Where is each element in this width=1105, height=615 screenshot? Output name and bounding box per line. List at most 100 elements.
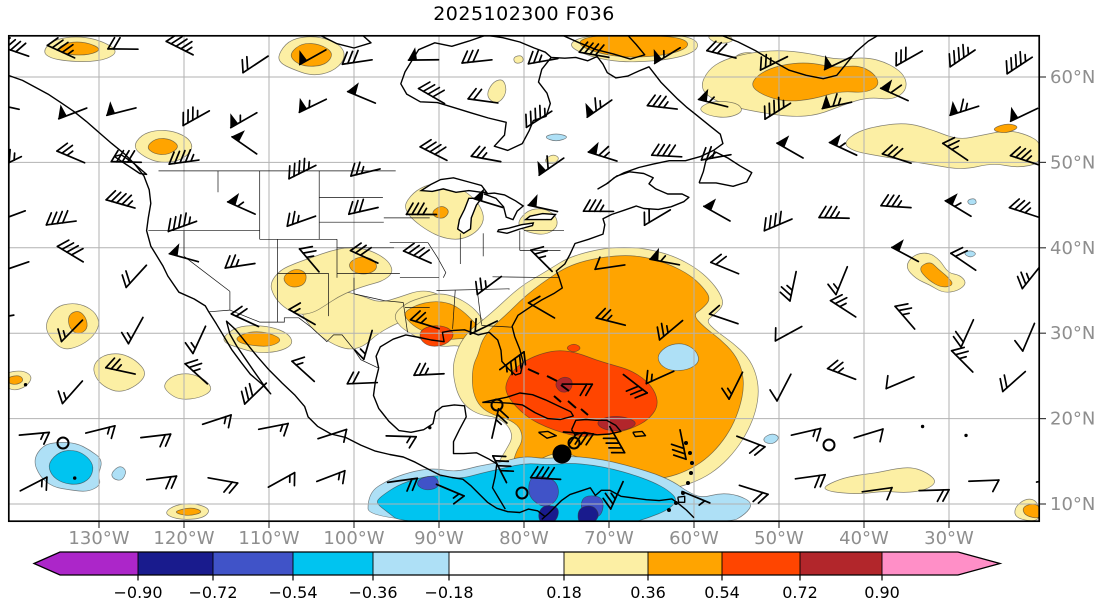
map-frame <box>7 34 1041 523</box>
colorbar-segment-pink <box>882 552 958 575</box>
state-border <box>452 290 456 329</box>
contour-blob-cyan <box>48 450 94 485</box>
contour-blob-orange <box>920 262 953 288</box>
state-border <box>436 288 510 291</box>
lon-tick-label: 40°W <box>839 528 889 549</box>
contour-blob-royal <box>528 476 559 507</box>
contour-blob-yellow <box>824 467 935 494</box>
lake-outline <box>483 192 525 221</box>
state-border <box>476 290 482 325</box>
coastline <box>541 487 695 520</box>
island-dash <box>560 384 570 392</box>
island-dash <box>567 400 577 409</box>
contour-blob-orange <box>147 138 178 155</box>
lake-outline <box>523 212 557 221</box>
lon-tick-label: 30°W <box>924 528 974 549</box>
contour-blob-royal <box>417 475 439 491</box>
contour-blob-orange <box>58 41 99 56</box>
state-border <box>183 256 231 292</box>
coastline <box>698 151 753 187</box>
lon-tick-label: 80°W <box>499 528 549 549</box>
lon-tick-label: 90°W <box>414 528 464 549</box>
tropical-disturbance-marker <box>515 486 529 500</box>
coastline <box>538 430 557 439</box>
state-border <box>492 276 559 279</box>
contour-blob-yellow <box>700 101 742 118</box>
island-dot <box>689 471 693 475</box>
colorbar-segment-navy <box>138 552 213 575</box>
contour-blob-lightblue <box>967 198 977 205</box>
lon-tick-label: 70°W <box>584 528 634 549</box>
colorbar-segment-orangered <box>722 552 800 575</box>
colorbar-segment-white <box>449 552 564 575</box>
colorbar-segment-lightblue <box>373 552 449 575</box>
state-border <box>427 242 447 278</box>
wind-barbs <box>8 35 1040 510</box>
contour-blob-orange <box>283 269 307 288</box>
state-border <box>353 293 404 303</box>
state-border <box>208 309 230 313</box>
coastline <box>720 35 879 80</box>
coastline <box>632 430 647 438</box>
map-plot-area <box>8 35 1040 522</box>
lon-tick-label: 50°W <box>754 528 804 549</box>
lake-outline <box>496 222 535 235</box>
island-dot <box>690 461 694 465</box>
island-dot <box>667 508 671 512</box>
colorbar-under-arrow <box>34 552 60 575</box>
colorbar-tick-label: −0.36 <box>348 583 397 602</box>
island-dot <box>674 501 678 505</box>
contour-blob-orange <box>68 311 88 334</box>
colorbar-segment-purple <box>60 552 138 575</box>
island-dash <box>580 408 589 416</box>
page-title: 2025102300 F036 <box>433 3 615 25</box>
lon-tick-label: 110°W <box>238 528 299 549</box>
lon-tick-label: 60°W <box>669 528 719 549</box>
colorbar-tick-label: −0.54 <box>268 583 317 602</box>
tropical-disturbance-marker <box>822 438 836 452</box>
island-dash <box>546 375 558 382</box>
island-dot <box>688 451 692 455</box>
contour-blob-lightblue <box>545 133 567 142</box>
contour-blob-orange <box>175 507 202 516</box>
coastline <box>319 35 372 49</box>
contour-blob-yellow <box>513 55 524 64</box>
colorbar-segment-cyan <box>293 552 373 575</box>
colorbar-segment-yellow <box>564 552 648 575</box>
contour-blob-orange <box>1022 503 1040 519</box>
tropical-disturbance-marker <box>567 436 581 450</box>
contour-blob-yellow <box>93 353 145 392</box>
colorbar-outline <box>32 551 1003 576</box>
lat-tick-label: 10°N <box>1050 494 1095 515</box>
colorbar-tick-label: 0.36 <box>630 583 666 602</box>
contour-blob-lightblue <box>657 343 699 371</box>
island-dot <box>686 481 690 485</box>
coastline <box>375 35 724 376</box>
colorbar: −0.90 −0.72 −0.54 −0.36 −0.18 0.18 0.36 0.54 0.7… <box>32 551 1003 602</box>
contour-blob-navy <box>577 505 599 522</box>
colorbar-segment-darkred <box>800 552 882 575</box>
graticule <box>8 35 1040 522</box>
colorbar-tick-label: −0.72 <box>188 583 237 602</box>
lon-tick-label: 100°W <box>323 528 384 549</box>
contour-blob-orangered <box>566 343 581 353</box>
lon-tick-label: 120°W <box>153 528 214 549</box>
lat-tick-label: 50°N <box>1050 152 1095 173</box>
contour-blob-orange <box>752 62 879 102</box>
contour-blob-lightblue <box>763 433 779 444</box>
contour-blob-orangered <box>419 325 454 347</box>
colorbar-tick-label: 0.72 <box>782 583 818 602</box>
colorbar-tick-label: 0.18 <box>546 583 582 602</box>
coastline <box>677 495 686 503</box>
coastline <box>562 35 646 60</box>
contour-blob-yellow <box>164 373 212 400</box>
colorbar-segment-orange <box>648 552 722 575</box>
tropical-disturbance-marker <box>490 398 504 412</box>
colorbar-over-arrow <box>958 552 1000 575</box>
state-border <box>402 302 408 333</box>
colorbar-tick-label: 0.90 <box>864 583 900 602</box>
island-dash <box>553 395 562 403</box>
storm-center-marker <box>552 444 572 464</box>
island-dot <box>684 441 688 445</box>
